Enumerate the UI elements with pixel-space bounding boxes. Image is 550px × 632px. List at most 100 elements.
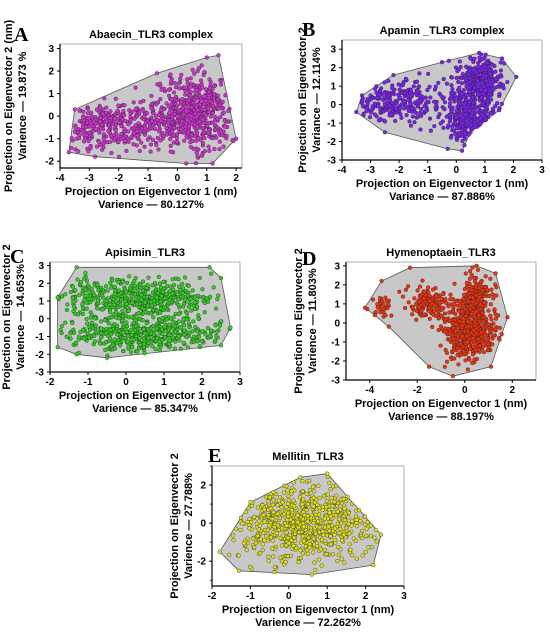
data-point <box>315 502 320 507</box>
data-point <box>81 118 86 123</box>
data-point <box>286 511 291 516</box>
data-point <box>476 73 481 78</box>
data-point <box>464 122 470 127</box>
y-tick-label-a: -1 <box>45 134 54 145</box>
data-point <box>410 305 415 310</box>
data-point <box>461 304 466 309</box>
data-point <box>231 533 236 538</box>
data-point <box>480 57 485 62</box>
data-point <box>368 523 373 528</box>
data-point <box>126 308 131 313</box>
data-point <box>73 125 78 130</box>
data-point <box>108 280 113 285</box>
x-tick-label-e: 3 <box>401 591 407 602</box>
data-point <box>181 304 186 309</box>
data-point <box>175 103 180 108</box>
data-point <box>159 302 164 307</box>
data-point <box>169 129 175 134</box>
data-point <box>265 527 270 533</box>
data-point <box>315 519 321 524</box>
data-point <box>450 297 456 302</box>
data-point <box>202 94 207 99</box>
data-point <box>464 280 469 285</box>
data-point <box>304 492 309 497</box>
data-point <box>55 345 60 350</box>
data-point <box>178 127 184 132</box>
data-point <box>459 81 464 86</box>
data-point <box>116 288 122 293</box>
data-point <box>76 312 81 317</box>
data-point <box>473 105 478 110</box>
data-point <box>364 526 369 531</box>
data-point <box>461 319 466 324</box>
y-tick-label-d: -2 <box>331 356 340 367</box>
data-point <box>207 89 212 94</box>
data-point <box>205 123 210 129</box>
data-point <box>275 503 280 508</box>
data-point <box>471 344 476 349</box>
data-point <box>312 489 317 494</box>
data-point <box>107 139 112 145</box>
data-point <box>206 120 211 125</box>
data-point <box>108 116 113 121</box>
data-point <box>278 555 283 560</box>
data-point <box>370 104 375 109</box>
data-point <box>467 68 472 73</box>
data-point <box>113 346 118 351</box>
data-point <box>70 284 75 289</box>
data-point <box>132 328 137 333</box>
data-point <box>499 101 504 106</box>
data-point <box>346 521 351 526</box>
data-point <box>93 154 98 159</box>
data-point <box>372 112 377 117</box>
y-tick-label-c: -1 <box>35 332 44 343</box>
data-point <box>116 154 122 159</box>
data-point <box>328 534 333 539</box>
data-point <box>405 97 411 102</box>
data-point <box>297 495 303 500</box>
x-tick-label-a: 0 <box>175 173 181 184</box>
data-point <box>78 279 83 285</box>
data-point <box>170 277 175 282</box>
data-point <box>118 343 123 348</box>
data-point <box>393 118 398 123</box>
data-point <box>382 101 387 106</box>
data-point <box>126 122 131 127</box>
data-point <box>481 300 487 305</box>
data-point <box>214 135 219 140</box>
data-point <box>195 154 200 159</box>
data-point <box>427 116 433 121</box>
data-point <box>190 288 195 293</box>
data-point <box>167 298 172 303</box>
data-point <box>341 496 346 502</box>
data-point <box>488 328 493 334</box>
data-point <box>313 531 318 536</box>
data-point <box>455 104 460 109</box>
data-point <box>480 101 486 106</box>
data-point <box>199 82 204 87</box>
data-point <box>192 339 197 344</box>
data-point <box>397 106 402 111</box>
data-point <box>498 60 503 65</box>
data-point <box>260 503 265 508</box>
data-point <box>399 115 404 120</box>
data-point <box>129 350 134 355</box>
data-point <box>178 108 183 113</box>
data-point <box>169 79 174 84</box>
data-point <box>406 300 411 305</box>
chart-title-a: Abaecin_TLR3 complex <box>89 29 214 41</box>
data-point <box>382 90 387 95</box>
y-tick-label-e: 0 <box>200 519 206 530</box>
data-point <box>252 514 257 519</box>
data-point <box>100 111 105 116</box>
data-point <box>368 115 373 120</box>
data-point <box>143 309 148 315</box>
data-point <box>461 87 466 93</box>
data-point <box>208 328 214 333</box>
data-point <box>124 330 129 335</box>
data-point <box>376 103 381 108</box>
data-point <box>109 315 114 320</box>
data-point <box>184 109 189 114</box>
data-point <box>312 560 317 565</box>
data-point <box>455 326 460 331</box>
